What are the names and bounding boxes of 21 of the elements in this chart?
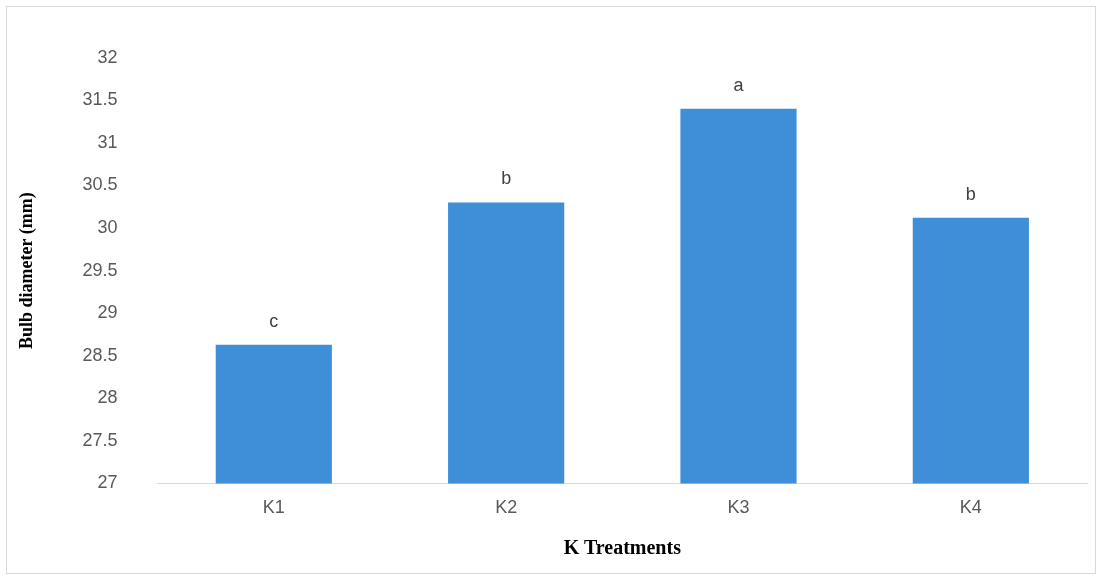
y-tick-label: 30 <box>97 217 118 238</box>
annotation: b <box>965 183 976 204</box>
annotation: a <box>733 74 745 95</box>
y-tick-label: 27 <box>97 472 118 493</box>
annotation: c <box>269 310 279 331</box>
y-tick-label: 29.5 <box>82 259 118 280</box>
x-tick-label: K1 <box>262 497 285 518</box>
y-tick-label: 29 <box>97 302 118 323</box>
y-axis-title: Bulb diameter (mm) <box>16 192 38 349</box>
y-tick-label: 28.5 <box>82 344 118 365</box>
x-axis-title: K Treatments <box>563 536 682 559</box>
x-tick-label: K2 <box>495 497 518 518</box>
annotation: b <box>501 168 512 189</box>
y-tick-label: 32 <box>97 46 118 67</box>
y-tick-label: 28 <box>97 387 118 408</box>
x-tick-label: K3 <box>727 497 750 518</box>
x-tick-label: K4 <box>959 497 982 518</box>
y-tick-label: 31 <box>97 131 118 152</box>
y-tick-label: 30.5 <box>82 174 118 195</box>
y-tick-label: 27.5 <box>82 429 118 450</box>
y-tick-label: 31.5 <box>82 89 118 110</box>
